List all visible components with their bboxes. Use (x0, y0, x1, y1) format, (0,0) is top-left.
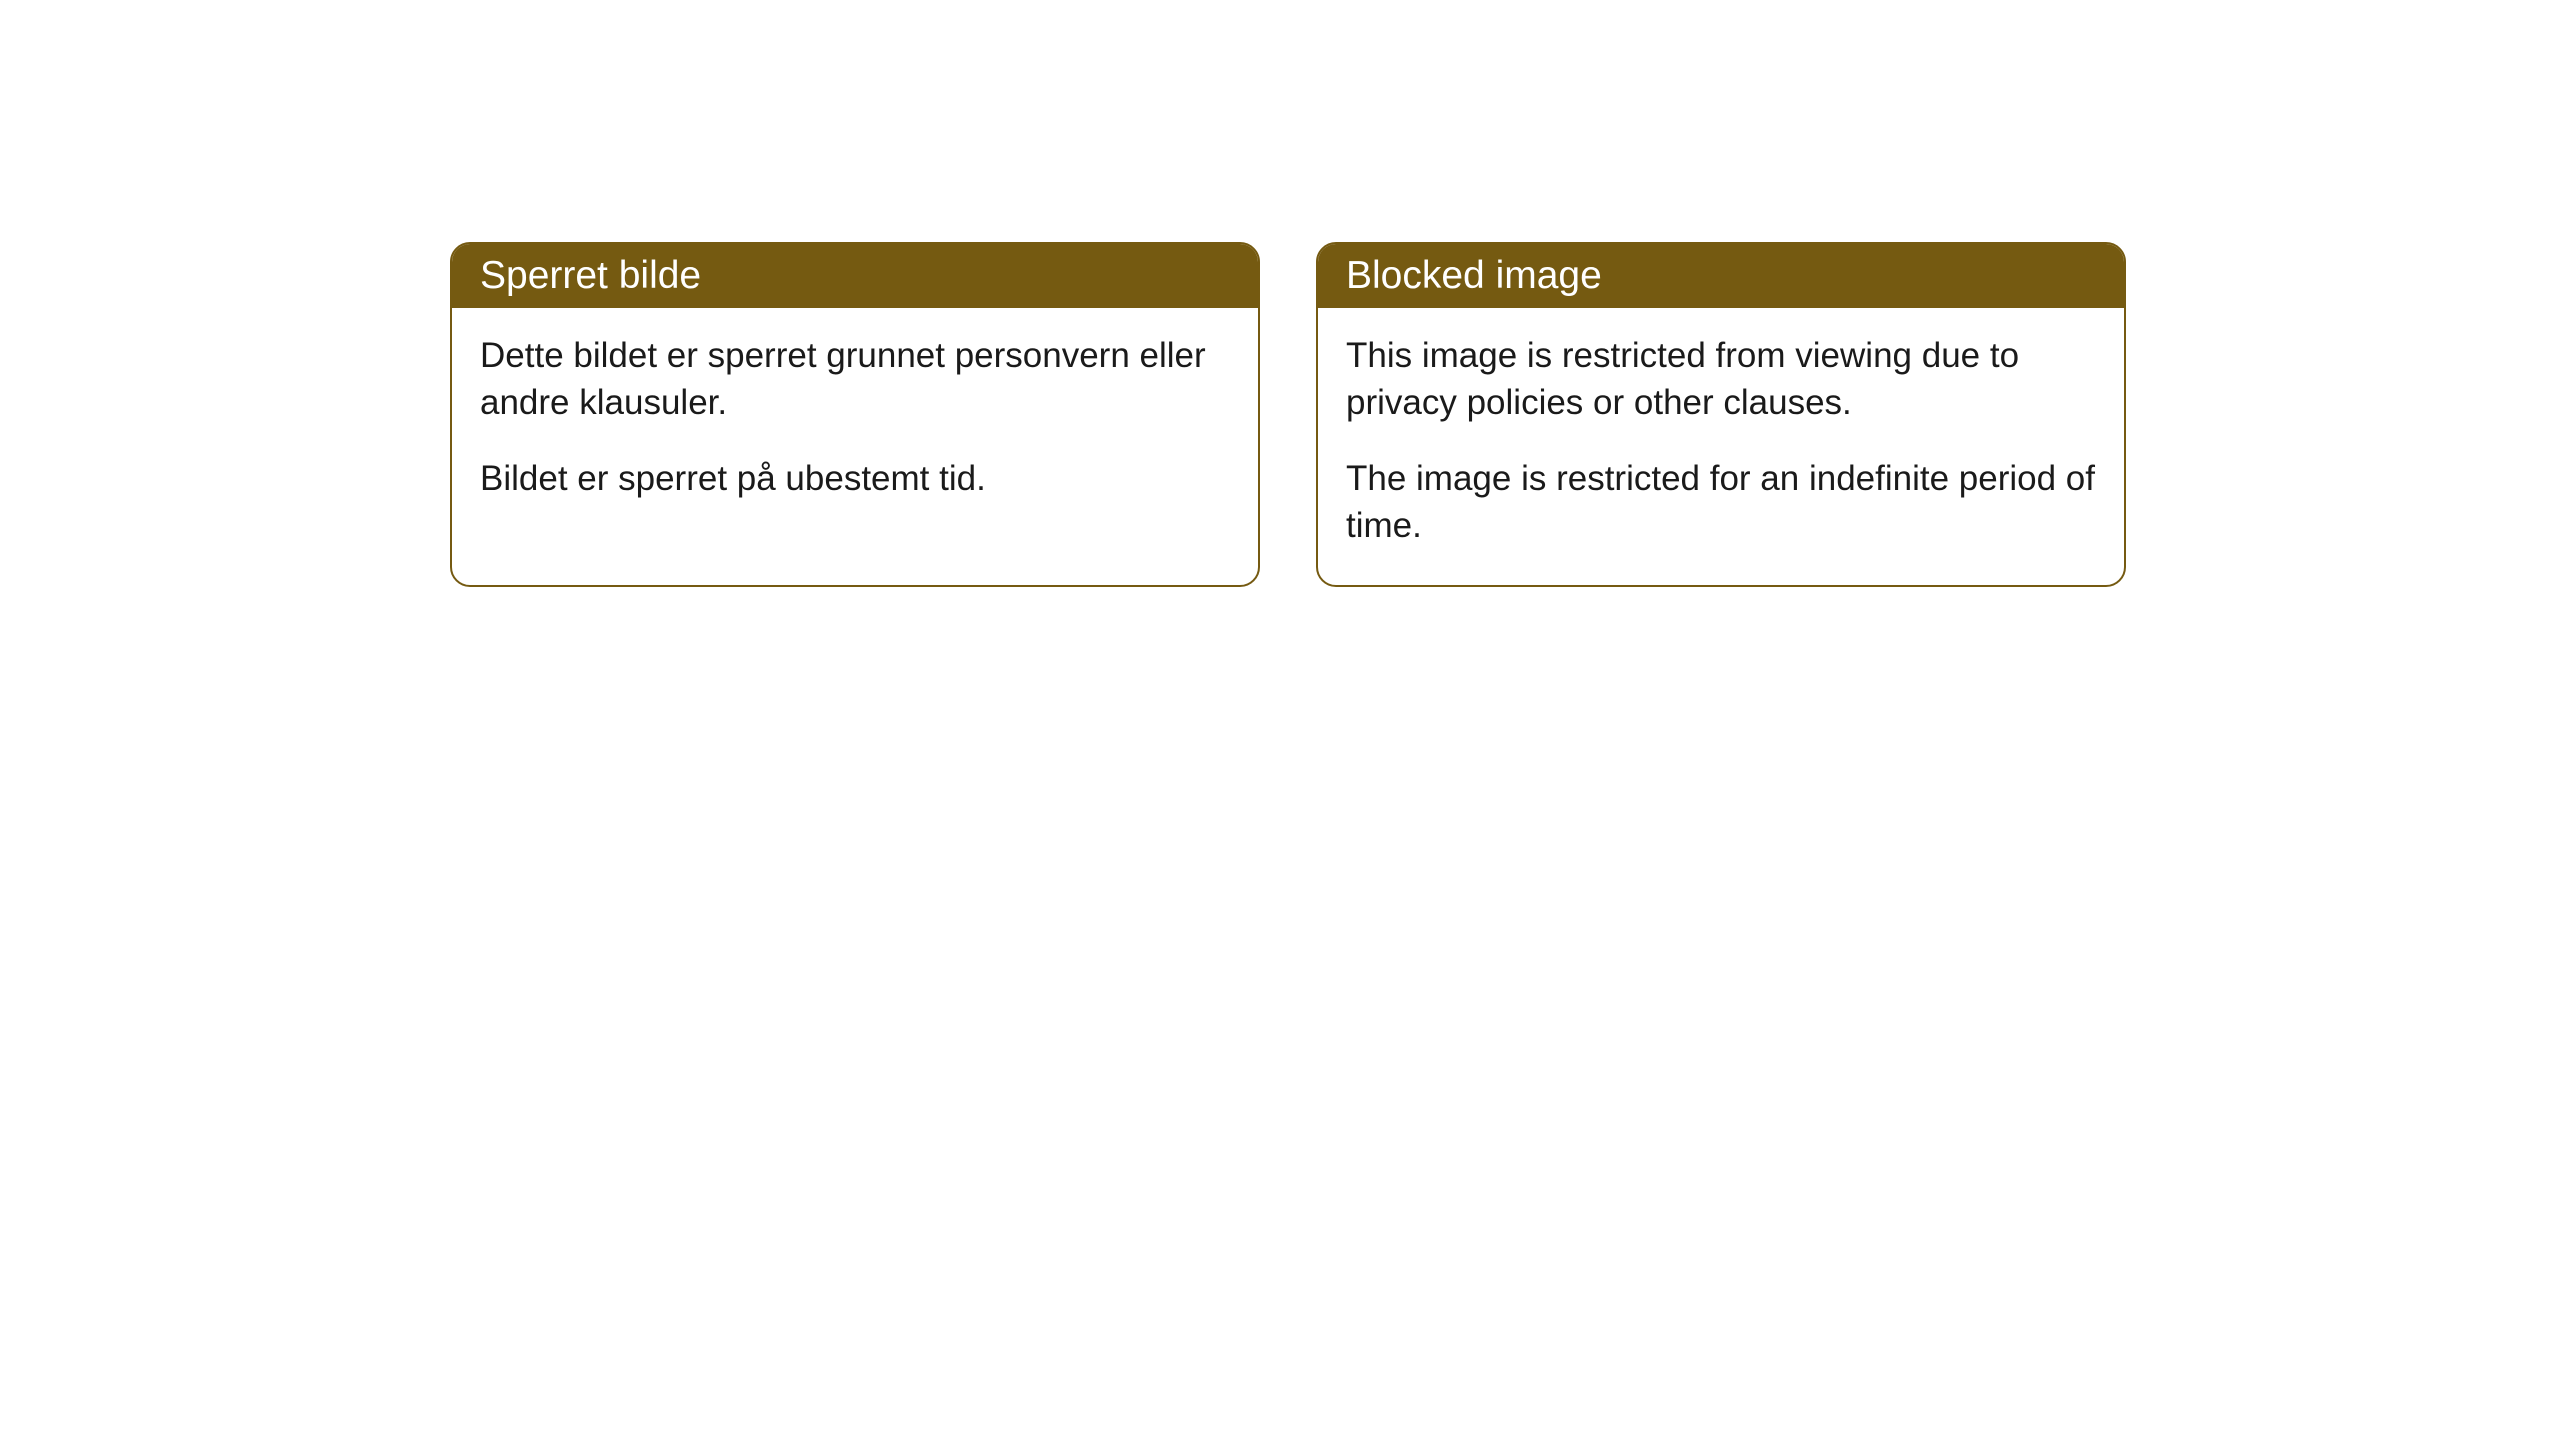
card-paragraph: The image is restricted for an indefinit… (1346, 455, 2096, 550)
card-title: Blocked image (1346, 254, 1602, 297)
notice-card-norwegian: Sperret bilde Dette bildet er sperret gr… (450, 242, 1260, 587)
card-paragraph: Bildet er sperret på ubestemt tid. (480, 455, 1230, 502)
card-body-english: This image is restricted from viewing du… (1318, 308, 2124, 585)
card-body-norwegian: Dette bildet er sperret grunnet personve… (452, 308, 1258, 538)
card-paragraph: This image is restricted from viewing du… (1346, 332, 2096, 427)
notice-card-english: Blocked image This image is restricted f… (1316, 242, 2126, 587)
card-paragraph: Dette bildet er sperret grunnet personve… (480, 332, 1230, 427)
card-header-norwegian: Sperret bilde (452, 244, 1258, 308)
card-title: Sperret bilde (480, 254, 701, 297)
notice-cards-container: Sperret bilde Dette bildet er sperret gr… (0, 0, 2560, 587)
card-header-english: Blocked image (1318, 244, 2124, 308)
